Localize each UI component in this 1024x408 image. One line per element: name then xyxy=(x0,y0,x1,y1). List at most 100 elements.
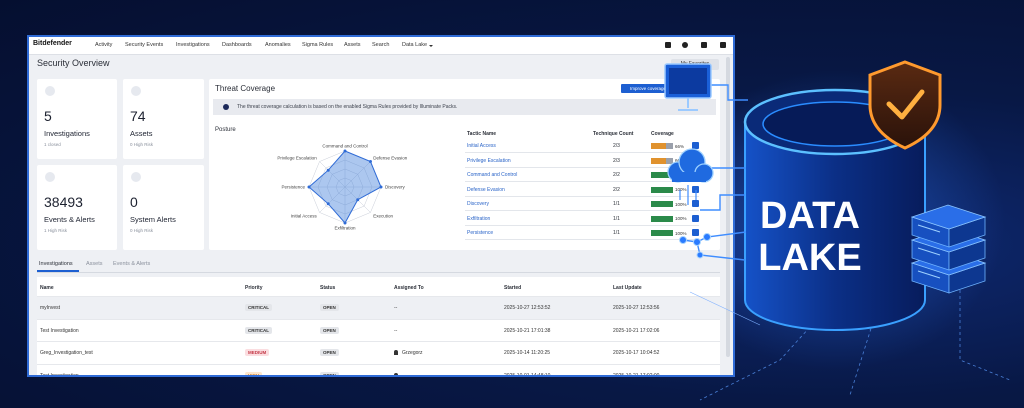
priority-badge: CRITICAL xyxy=(245,304,272,311)
investigations-table: Name Priority Status Assigned To Started Last… xyxy=(37,277,720,377)
nav-item[interactable]: Dashboards xyxy=(222,42,252,48)
card-icon xyxy=(131,86,141,96)
improve-button[interactable]: Improve coverage xyxy=(621,84,675,93)
coverage-label: 100% xyxy=(675,187,687,192)
tactic-name[interactable]: Defense Evasion xyxy=(467,186,505,193)
table-row[interactable]: Greg_Investigation_test MEDIUM OPEN Grzegor… xyxy=(37,341,720,364)
nav-item[interactable]: Anomalies xyxy=(265,42,291,48)
panel-title: Threat Coverage xyxy=(215,84,276,93)
cell-text: Greg_Investigation_test xyxy=(40,350,93,356)
coverage-bar xyxy=(651,143,666,149)
coverage-action[interactable] xyxy=(692,171,699,178)
card-value: 74 xyxy=(130,108,146,124)
nav-item[interactable]: Data Lake xyxy=(402,42,428,48)
cell-text: 2025-10-14 11:20:25 xyxy=(504,350,551,356)
card-value: 0 xyxy=(130,194,138,210)
nav-item[interactable]: Activity xyxy=(95,42,113,48)
table-header: Assigned To xyxy=(394,285,424,291)
card-note: 0 High Risk xyxy=(130,142,154,147)
summary-card[interactable]: 38493 Events & Alerts 1 High Risk xyxy=(37,165,117,250)
nav-item[interactable]: Security Events xyxy=(125,42,164,48)
nav-icon[interactable] xyxy=(665,42,671,48)
radar-point xyxy=(326,168,330,172)
tactic-name[interactable]: Privilege Escalation xyxy=(467,157,511,164)
coverage-label: 100% xyxy=(675,230,687,236)
cell-text: 2025-10-27 12:53:52 xyxy=(504,305,551,311)
threat-coverage-panel: Threat Coverage Improve coverage The threa… xyxy=(209,79,720,250)
tab-underline xyxy=(37,270,79,272)
cell-text: Test Investigation xyxy=(40,372,79,377)
table-row[interactable]: Test Investigation CRITICAL OPEN -- 2025-10-… xyxy=(37,318,720,342)
cell-text: 2025-10-01 14:48:10 xyxy=(504,372,551,377)
priority-badge: MEDIUM xyxy=(245,349,270,356)
favorites-button[interactable]: My Favorites xyxy=(671,59,719,70)
card-value: 38493 xyxy=(44,194,83,210)
tactic-name[interactable]: Initial Access xyxy=(467,143,496,149)
card-label: Investigations xyxy=(44,129,90,138)
nav-item[interactable]: Investigations xyxy=(176,42,210,48)
nav-item[interactable]: Assets xyxy=(344,42,361,48)
row-divider xyxy=(465,239,699,240)
radar-point xyxy=(368,160,372,164)
coverage-action[interactable] xyxy=(692,229,699,236)
server-top xyxy=(910,204,987,230)
tab-divider xyxy=(37,271,720,273)
tab[interactable]: Assets xyxy=(86,261,103,267)
card-label: System Alerts xyxy=(130,215,176,224)
summary-card[interactable]: 74 Assets 0 High Risk xyxy=(123,79,204,159)
radar-point xyxy=(307,185,311,189)
nav-icon[interactable] xyxy=(720,42,726,48)
radar-point xyxy=(356,198,360,202)
tab[interactable]: Investigations xyxy=(39,261,73,267)
row-divider xyxy=(465,224,699,226)
tactic-name[interactable]: Command and Control xyxy=(467,172,518,178)
technique-count: 2/2 xyxy=(613,172,620,178)
row-divider xyxy=(465,210,699,211)
coverage-action[interactable] xyxy=(692,214,699,222)
radar-spoke xyxy=(319,186,346,213)
dropdown-caret xyxy=(429,44,433,47)
radar-axis-label: Defense Evasion xyxy=(373,156,408,161)
radar-point xyxy=(326,202,330,206)
tactic-name[interactable]: Persistence xyxy=(467,230,494,236)
tactic-name[interactable]: Exfiltration xyxy=(467,215,491,222)
coverage-action[interactable] xyxy=(692,200,699,207)
coverage-label: 66% xyxy=(675,143,685,149)
coverage-label: 100% xyxy=(675,201,687,207)
coverage-bar xyxy=(651,186,673,193)
cell-text: 2025-10-27 12:53:56 xyxy=(613,305,660,311)
radar-spoke xyxy=(344,161,371,188)
technique-count: 1/1 xyxy=(613,201,620,207)
nav-item[interactable]: Search xyxy=(372,42,390,48)
summary-card[interactable]: 5 Investigations 1 closed xyxy=(37,79,117,159)
server-light xyxy=(917,247,941,256)
cell-text: 2025-10-17 10:04:52 xyxy=(613,350,660,356)
radar-point xyxy=(343,149,347,153)
radar-axis-label: Command and Control xyxy=(322,144,367,149)
tab[interactable]: Events & Alerts xyxy=(113,261,151,267)
cell-text: -- xyxy=(394,305,398,311)
status-badge: OPEN xyxy=(320,349,339,356)
table-row[interactable]: Test Investigation HIGH OPEN 2025-10-01 14:… xyxy=(37,363,720,377)
tactic-name[interactable]: Discovery xyxy=(467,201,489,207)
table-row[interactable]: myInvest CRITICAL OPEN -- 2025-10-27 12:53:5… xyxy=(37,296,720,319)
technique-count: 1/1 xyxy=(613,230,620,236)
nav-icon[interactable] xyxy=(682,42,688,48)
summary-card[interactable]: 0 System Alerts 0 High Risk xyxy=(123,165,204,250)
server-light xyxy=(917,270,941,279)
info-bar: The threat coverage calculation is based… xyxy=(213,99,716,115)
radar-axis-label: Exfiltration xyxy=(334,226,356,231)
table-header: Name xyxy=(40,285,54,291)
radar-axis-label: Privilege Escalation xyxy=(277,156,317,161)
nav-icon[interactable] xyxy=(701,42,707,48)
radar-axis-label: Persistence xyxy=(281,185,305,190)
nav-item[interactable]: Sigma Rules xyxy=(302,42,334,48)
coverage-action[interactable] xyxy=(692,142,699,149)
table-header: Priority xyxy=(245,285,263,291)
data-lake-word: LAKE xyxy=(758,237,861,279)
server-light xyxy=(917,224,941,233)
table-header: Started xyxy=(504,285,522,291)
check-mark xyxy=(886,89,925,120)
coverage-action[interactable] xyxy=(692,156,699,164)
coverage-action[interactable] xyxy=(692,185,699,193)
